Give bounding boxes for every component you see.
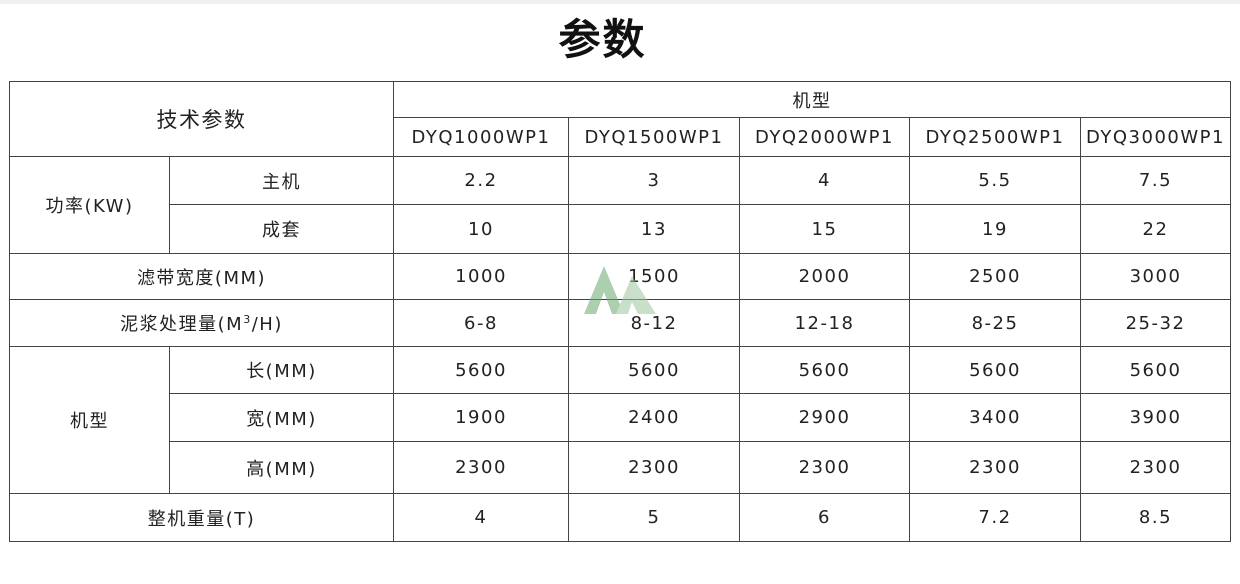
value-cell: 3400	[909, 393, 1081, 442]
value-cell: 3900	[1080, 393, 1231, 442]
model-group-header: 机型	[393, 81, 1231, 118]
value-cell: 5600	[393, 346, 569, 394]
value-cell: 7.5	[1080, 156, 1231, 205]
value-cell: DYQ2500WP1	[909, 117, 1081, 157]
value-cell: 5600	[568, 346, 740, 394]
value-cell: 2300	[1080, 441, 1231, 494]
dimensions-label: 机型	[9, 346, 170, 494]
param-header: 技术参数	[9, 81, 394, 157]
value-cell: 25-32	[1080, 299, 1231, 347]
value-cell: 2000	[739, 253, 910, 300]
value-cell: DYQ3000WP1	[1080, 117, 1231, 157]
value-cell: 5600	[1080, 346, 1231, 394]
value-cell: 7.2	[909, 493, 1081, 542]
value-cell: 2500	[909, 253, 1081, 300]
row-label: 高(MM)	[169, 441, 394, 494]
row-label: 主机	[169, 156, 394, 205]
value-cell: 13	[568, 204, 740, 254]
value-cell: 2300	[739, 441, 910, 494]
value-cell: 12-18	[739, 299, 910, 347]
value-cell: 19	[909, 204, 1081, 254]
row-label: 滤带宽度(MM)	[9, 253, 394, 300]
value-cell: 3000	[1080, 253, 1231, 300]
row-label: 长(MM)	[169, 346, 394, 394]
value-cell: 3	[568, 156, 740, 205]
capacity-label-end: /H)	[251, 314, 283, 335]
value-cell: 5600	[909, 346, 1081, 394]
value-cell: 1000	[393, 253, 569, 300]
value-cell: 2300	[568, 441, 740, 494]
row-label: 宽(MM)	[169, 393, 394, 442]
value-cell: 1900	[393, 393, 569, 442]
row-label: 整机重量(T)	[9, 493, 394, 542]
value-cell: 8.5	[1080, 493, 1231, 542]
parameter-table: 技术参数 机型 DYQ1000WP1 DYQ1500WP1 DYQ2000WP1 DY…	[9, 81, 1231, 542]
value-cell: 2400	[568, 393, 740, 442]
value-cell: 2900	[739, 393, 910, 442]
top-bar	[0, 0, 1240, 4]
value-cell: 5.5	[909, 156, 1081, 205]
value-cell: 10	[393, 204, 569, 254]
value-cell: 2300	[909, 441, 1081, 494]
page-title: 参数	[558, 15, 647, 64]
value-cell: 5	[568, 493, 740, 542]
power-label: 功率(KW)	[9, 156, 170, 254]
value-cell: DYQ1000WP1	[393, 117, 569, 157]
value-cell: 5600	[739, 346, 910, 394]
capacity-sup: 3	[243, 313, 252, 326]
value-cell: 8-25	[909, 299, 1081, 347]
value-cell: 2.2	[393, 156, 569, 205]
value-cell: 15	[739, 204, 910, 254]
capacity-label: 泥浆处理量(M	[120, 314, 244, 335]
value-cell: DYQ1500WP1	[568, 117, 740, 157]
row-label: 成套	[169, 204, 394, 254]
value-cell: 2300	[393, 441, 569, 494]
row-label: 泥浆处理量(M3/H)	[9, 299, 394, 347]
value-cell: 4	[393, 493, 569, 542]
value-cell: 6	[739, 493, 910, 542]
value-cell: DYQ2000WP1	[739, 117, 910, 157]
watermark-logo-icon	[584, 266, 656, 314]
value-cell: 6-8	[393, 299, 569, 347]
value-cell: 4	[739, 156, 910, 205]
value-cell: 22	[1080, 204, 1231, 254]
